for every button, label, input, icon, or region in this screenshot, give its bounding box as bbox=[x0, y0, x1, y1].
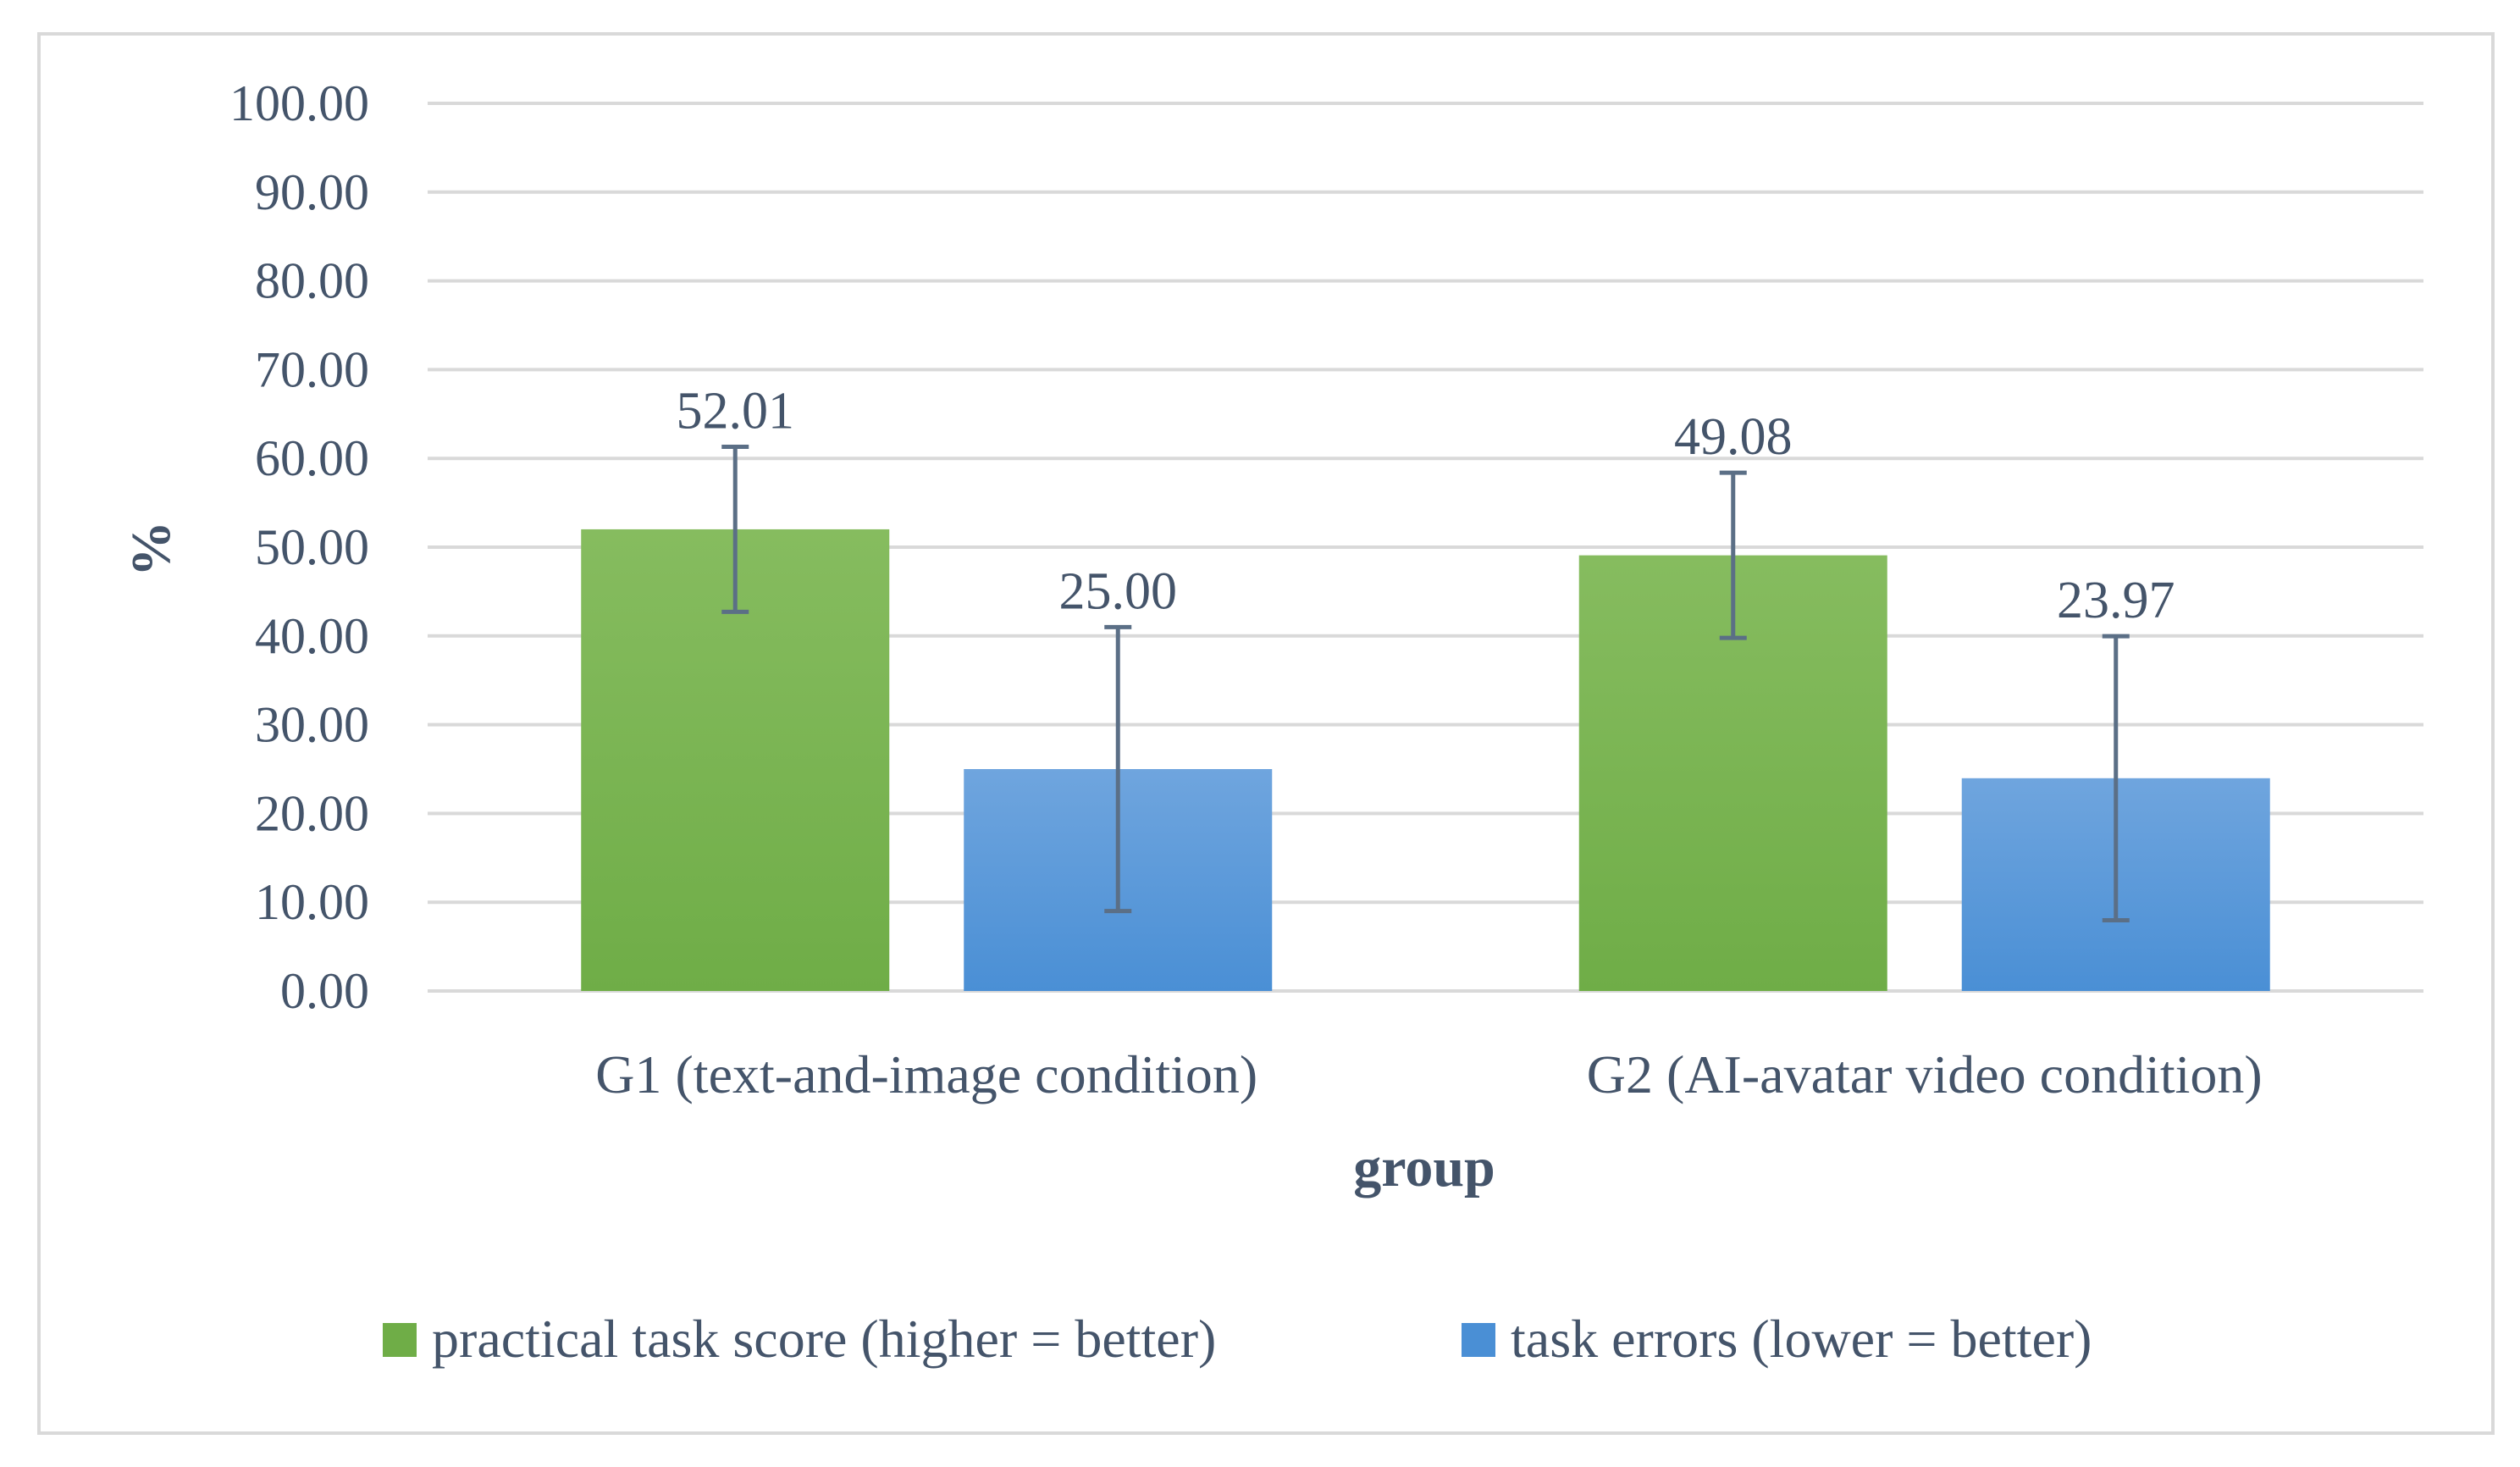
y-tick-label: 0.00 bbox=[280, 963, 369, 1019]
legend-swatch bbox=[383, 1323, 417, 1357]
y-tick-label: 10.00 bbox=[255, 874, 369, 930]
y-tick-label: 40.00 bbox=[255, 608, 369, 664]
y-axis-title: % bbox=[120, 521, 182, 577]
y-tick-label: 50.00 bbox=[255, 519, 369, 575]
x-axis-title: group bbox=[1353, 1137, 1495, 1199]
y-tick-label: 30.00 bbox=[255, 697, 369, 753]
y-tick-label: 80.00 bbox=[255, 253, 369, 309]
x-category-label: G1 (text-and-image condition) bbox=[595, 1044, 1257, 1104]
x-axis-categories: G1 (text-and-image condition) G2 (AI-avat… bbox=[595, 1044, 2262, 1104]
data-labels: 52.01 25.00 49.08 23.97 bbox=[677, 382, 2175, 629]
data-label: 23.97 bbox=[2057, 572, 2175, 629]
error-bars bbox=[721, 444, 2130, 922]
legend-item: practical task score (higher = better) bbox=[383, 1309, 1216, 1369]
y-axis-ticks: 0.00 10.00 20.00 30.00 40.00 50.00 60.00 70.00 8… bbox=[229, 75, 369, 1019]
legend-label: practical task score (higher = better) bbox=[432, 1309, 1216, 1369]
y-tick-label: 70.00 bbox=[255, 341, 369, 397]
y-tick-label: 90.00 bbox=[255, 164, 369, 220]
y-tick-label: 60.00 bbox=[255, 430, 369, 486]
legend-label: task errors (lower = better) bbox=[1511, 1309, 2092, 1369]
data-label: 25.00 bbox=[1059, 562, 1178, 620]
legend-swatch bbox=[1462, 1323, 1495, 1357]
y-tick-label: 20.00 bbox=[255, 785, 369, 841]
legend-item: task errors (lower = better) bbox=[1462, 1309, 2092, 1369]
data-label: 52.01 bbox=[677, 382, 795, 440]
y-tick-label: 100.00 bbox=[229, 75, 369, 131]
x-category-label: G2 (AI-avatar video condition) bbox=[1587, 1044, 2263, 1104]
bars bbox=[581, 529, 2270, 991]
chart-frame bbox=[37, 32, 2495, 1435]
legend: practical task score (higher = better) ta… bbox=[383, 1309, 2092, 1369]
data-label: 49.08 bbox=[1674, 408, 1793, 466]
